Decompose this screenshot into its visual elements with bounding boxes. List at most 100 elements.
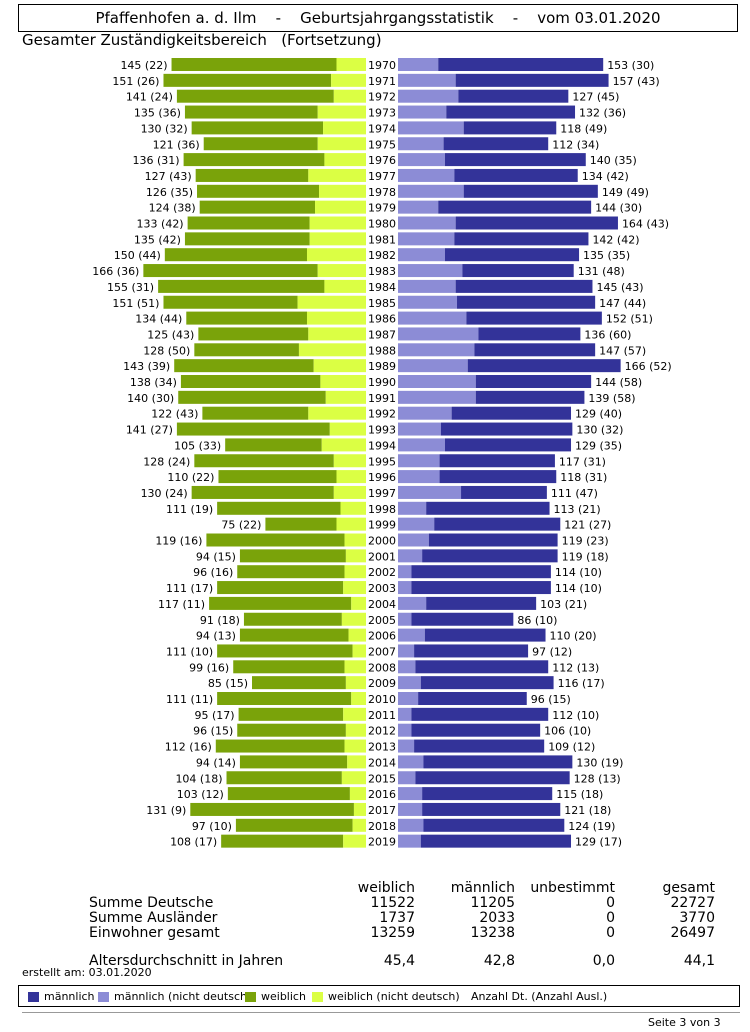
male-value-label: 110 (20): [550, 630, 597, 643]
bar-male-foreign: [398, 121, 464, 135]
bar-female-german: [187, 216, 310, 230]
year-label: 1973: [368, 107, 396, 120]
summary-cell: 13259: [370, 925, 415, 941]
female-value-label: 143 (39): [123, 360, 170, 373]
bar-male-german: [466, 311, 602, 325]
legend-swatch-female: [245, 991, 256, 1002]
bar-male-foreign: [398, 454, 440, 468]
year-label: 2005: [368, 614, 396, 627]
female-value-label: 85 (15): [208, 677, 248, 690]
bar-female-german: [202, 406, 309, 420]
bar-male-foreign: [398, 723, 412, 737]
male-value-label: 144 (30): [595, 202, 642, 215]
bar-male-foreign: [398, 105, 447, 119]
bar-male-foreign: [398, 279, 456, 293]
male-value-label: 119 (18): [562, 550, 609, 563]
bar-male-foreign: [398, 58, 439, 71]
bar-male-german: [440, 422, 573, 436]
bar-female-german: [163, 295, 298, 309]
summary-cell: 2033: [479, 910, 515, 926]
female-value-label: 138 (34): [130, 376, 177, 389]
bar-female-foreign: [333, 89, 366, 103]
bar-male-foreign: [398, 501, 427, 515]
bar-male-german: [420, 676, 554, 690]
female-value-label: 111 (10): [166, 645, 213, 658]
bar-male-german: [474, 343, 596, 357]
male-value-label: 130 (19): [576, 756, 623, 769]
bar-male-foreign: [398, 581, 412, 595]
year-label: 1986: [368, 313, 396, 326]
bar-female-german: [239, 628, 349, 642]
year-label: 1994: [368, 439, 396, 452]
bar-female-foreign: [317, 137, 366, 151]
female-value-label: 112 (16): [165, 741, 212, 754]
male-value-label: 117 (31): [559, 455, 606, 468]
bar-male-german: [411, 581, 551, 595]
male-value-label: 109 (12): [548, 741, 595, 754]
bar-female-german: [164, 248, 307, 262]
summary-cell: 0: [606, 925, 615, 941]
summary-cell: 0: [606, 910, 615, 926]
male-value-label: 118 (49): [560, 122, 607, 135]
female-value-label: 128 (24): [143, 455, 190, 468]
bar-female-foreign: [324, 279, 366, 293]
male-value-label: 129 (40): [575, 408, 622, 421]
bar-male-foreign: [398, 375, 476, 388]
bar-male-foreign: [398, 311, 467, 325]
bar-female-foreign: [351, 596, 366, 610]
year-label: 1976: [368, 154, 396, 167]
legend-item-female: weiblich: [245, 990, 306, 1003]
bar-male-foreign: [398, 248, 445, 262]
female-value-label: 145 (22): [120, 59, 167, 72]
female-value-label: 128 (50): [143, 344, 190, 357]
bar-male-foreign: [398, 533, 429, 547]
female-value-label: 95 (17): [195, 709, 235, 722]
male-value-label: 128 (13): [574, 772, 621, 785]
legend-note-text: Anzahl Dt. (Anzahl Ausl.): [471, 990, 608, 1003]
bar-male-foreign: [398, 596, 427, 610]
bar-female-german: [239, 549, 346, 563]
bar-female-german: [194, 454, 334, 468]
bar-male-german: [461, 485, 547, 499]
male-value-label: 131 (48): [578, 265, 625, 278]
bar-male-german: [422, 549, 558, 563]
male-value-label: 149 (49): [602, 186, 649, 199]
female-value-label: 130 (32): [141, 122, 188, 135]
bar-male-foreign: [398, 390, 476, 404]
male-value-label: 97 (12): [532, 645, 572, 658]
female-value-label: 134 (44): [135, 313, 182, 326]
year-label: 1988: [368, 344, 396, 357]
bar-male-german: [423, 755, 573, 769]
female-value-label: 141 (27): [126, 424, 173, 437]
bar-female-german: [235, 818, 353, 832]
legend-swatch-male: [28, 991, 39, 1002]
bar-female-german: [184, 105, 318, 119]
bar-male-foreign: [398, 644, 415, 658]
age-average-label: Altersdurchschnitt in Jahren: [89, 953, 284, 969]
bar-male-german: [475, 390, 585, 404]
female-value-label: 103 (12): [177, 788, 224, 801]
bar-male-foreign: [398, 73, 456, 87]
bar-male-german: [478, 327, 581, 341]
legend: männlich männlich (nicht deutsch) weibli…: [18, 985, 740, 1007]
bar-female-german: [198, 327, 309, 341]
year-label: 1978: [368, 186, 396, 199]
bar-male-german: [426, 501, 550, 515]
female-value-label: 108 (17): [170, 836, 217, 849]
male-value-label: 96 (15): [531, 693, 571, 706]
bar-female-german: [221, 834, 344, 848]
summary-row-label: Einwohner gesamt: [89, 925, 220, 941]
bar-male-foreign: [398, 834, 421, 848]
bar-male-german: [423, 818, 565, 832]
female-value-label: 91 (18): [200, 614, 240, 627]
legend-item-male-foreign: männlich (nicht deutsch): [98, 990, 251, 1003]
bar-male-foreign: [398, 565, 412, 579]
year-label: 2010: [368, 693, 396, 706]
bar-female-german: [252, 676, 346, 690]
bar-male-foreign: [398, 755, 424, 769]
year-label: 2011: [368, 709, 396, 722]
male-value-label: 129 (17): [575, 836, 622, 849]
bar-female-foreign: [309, 216, 366, 230]
year-label: 2019: [368, 836, 396, 849]
year-label: 1997: [368, 487, 396, 500]
